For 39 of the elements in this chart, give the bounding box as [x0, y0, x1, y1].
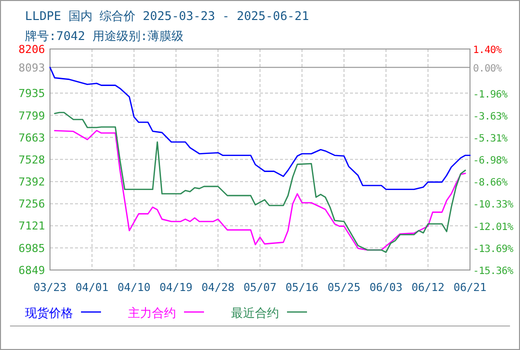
- y2-tick-label: -13.69%: [473, 244, 514, 255]
- y-tick-label: 7528: [18, 153, 45, 166]
- x-tick-label: 04/19: [159, 281, 193, 294]
- y2-tick-label: 0.00%: [473, 63, 502, 74]
- y2-tick-label: -3.63%: [473, 111, 508, 122]
- y-tick-label: 7663: [18, 131, 45, 144]
- y-tick-label: 8093: [18, 61, 45, 74]
- y-tick-label: 7121: [18, 220, 45, 233]
- line-series: [49, 66, 471, 190]
- x-tick-label: 06/12: [411, 281, 445, 294]
- y2-tick-label: -6.98%: [473, 156, 508, 166]
- y-tick-label: 7799: [18, 109, 45, 122]
- x-tick-label: 04/10: [117, 281, 151, 294]
- y2-tick-label: -12.01%: [473, 222, 514, 233]
- y2-tick-label: -8.66%: [473, 178, 508, 189]
- y2-tick-label: 1.40%: [473, 45, 502, 56]
- x-tick-label: 05/25: [327, 281, 361, 294]
- y-tick-label: 8206: [18, 43, 45, 56]
- legend-label: 主力合约: [128, 306, 176, 320]
- x-tick-label: 06/21: [453, 281, 487, 294]
- chart-title: LLDPE 国内 综合价 2025-03-23 - 2025-06-21: [25, 9, 309, 23]
- y-tick-label: 6849: [18, 264, 45, 277]
- chart-subtitle: 牌号:7042 用途级别:薄膜级: [25, 29, 184, 43]
- x-tick-label: 03/23: [33, 281, 67, 294]
- y-tick-label: 7392: [18, 176, 45, 189]
- x-tick-label: 05/07: [243, 281, 277, 294]
- y2-tick-label: -15.36%: [473, 266, 514, 277]
- legend-label: 现货价格: [25, 306, 73, 320]
- y-tick-label: 7256: [18, 198, 45, 211]
- y2-tick-label: -5.31%: [473, 133, 508, 144]
- y2-tick-label: -1.96%: [473, 89, 508, 100]
- y2-tick-label: -10.33%: [473, 200, 514, 211]
- y-tick-label: 6985: [18, 242, 45, 255]
- y-tick-label: 7935: [18, 87, 45, 100]
- x-tick-label: 04/28: [201, 281, 235, 294]
- x-tick-label: 06/03: [369, 281, 403, 294]
- legend-label: 最近合约: [231, 306, 279, 320]
- x-tick-label: 04/01: [75, 281, 109, 294]
- x-tick-label: 05/16: [285, 281, 319, 294]
